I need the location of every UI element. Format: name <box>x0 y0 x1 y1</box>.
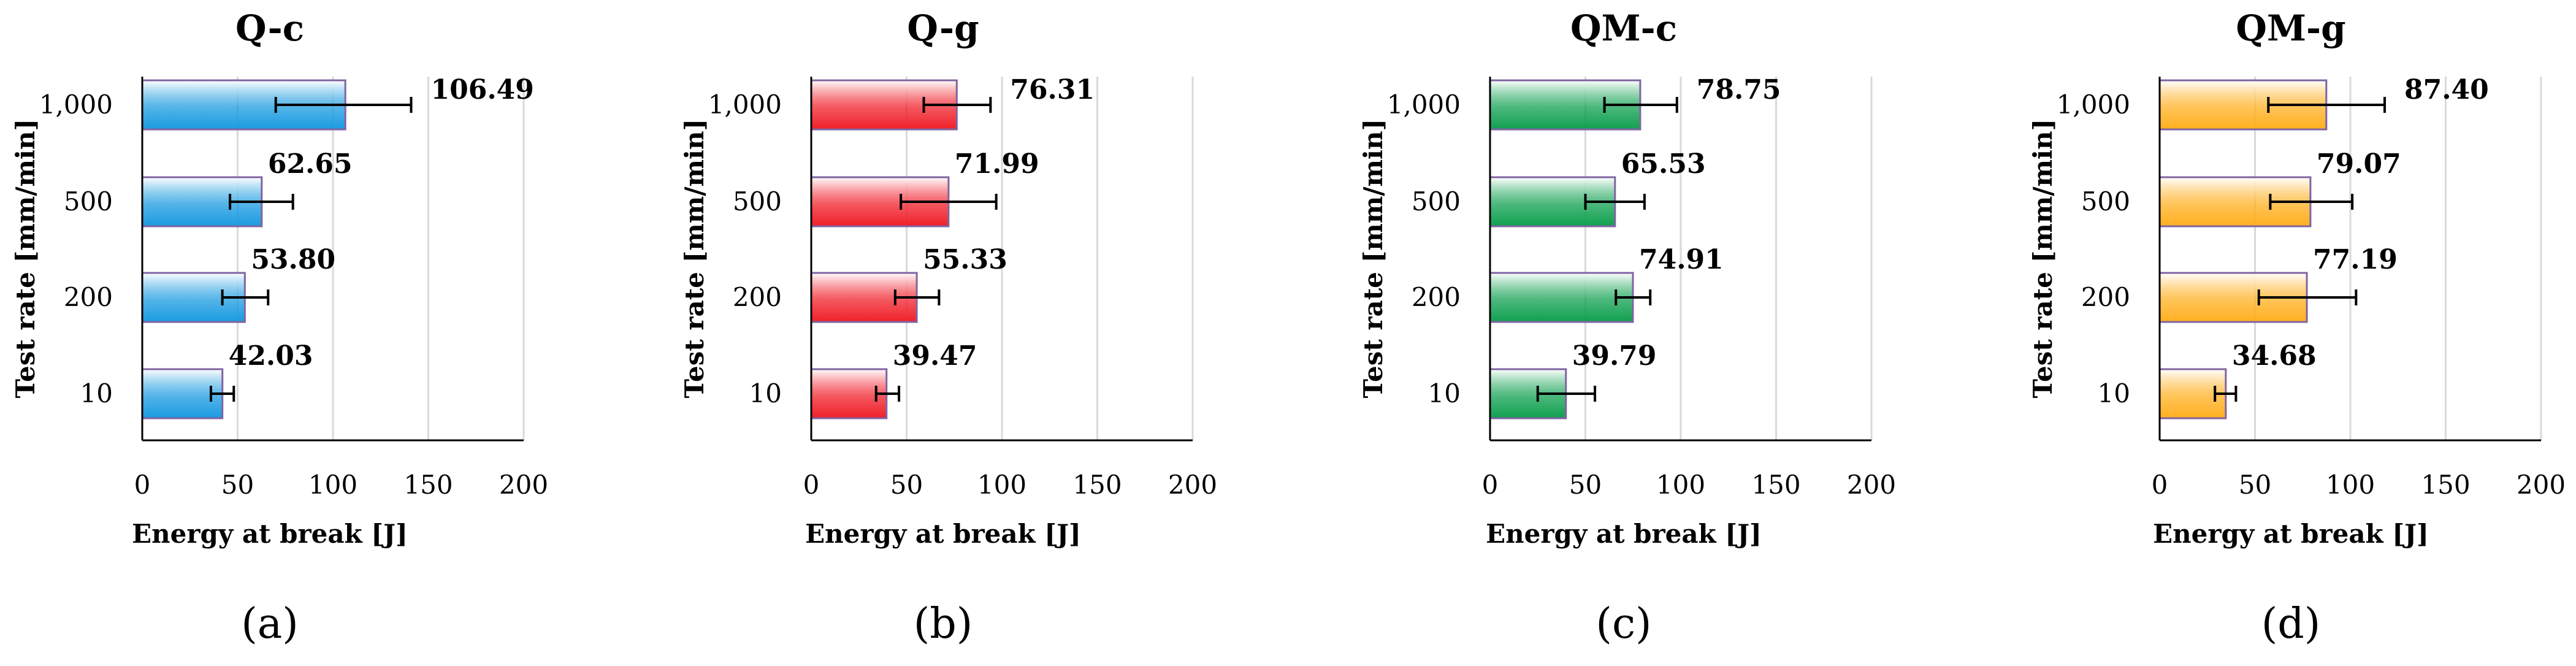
x-tick-label: 150 <box>2421 470 2470 500</box>
x-axis-label: Energy at break [J] <box>132 519 408 549</box>
error-bar <box>209 386 235 402</box>
data-label: 53.80 <box>251 244 335 275</box>
x-tick-label: 100 <box>308 470 357 500</box>
y-axis-label: Test rate [mm/min] <box>679 119 709 399</box>
data-label: 55.33 <box>923 244 1007 275</box>
data-label: 87.40 <box>2404 74 2489 105</box>
x-tick-label: 200 <box>1847 470 1896 500</box>
x-tick-label: 100 <box>2326 470 2375 500</box>
data-label: 79.07 <box>2317 148 2401 180</box>
chart-title: Q-c <box>235 7 304 49</box>
y-tick-label: 1,000 <box>39 90 113 120</box>
data-label: 39.47 <box>893 340 977 372</box>
data-label: 76.31 <box>1010 74 1095 105</box>
data-label: 34.68 <box>2232 340 2317 372</box>
y-tick-label: 200 <box>1412 282 1461 312</box>
x-tick-label: 200 <box>1168 470 1217 500</box>
y-axis-label: Test rate [mm/min] <box>2028 119 2058 399</box>
y-tick-label: 200 <box>2081 282 2130 312</box>
y-tick-label: 200 <box>733 282 782 312</box>
data-label: 62.65 <box>268 148 353 180</box>
panel-label: (c) <box>1596 600 1651 648</box>
error-bar <box>2257 289 2358 305</box>
error-bar <box>1615 289 1652 305</box>
chart-title: Q-g <box>907 7 979 49</box>
chart-title: QM-c <box>1570 7 1677 49</box>
y-axis-label: Test rate [mm/min] <box>10 119 40 399</box>
y-tick-label: 500 <box>64 186 113 216</box>
y-tick-label: 10 <box>80 378 113 408</box>
y-tick-label: 200 <box>64 282 113 312</box>
data-label: 106.49 <box>431 74 534 105</box>
error-bar <box>1584 194 1646 210</box>
x-tick-label: 150 <box>1751 470 1800 500</box>
error-bar <box>1603 97 1678 113</box>
error-bar <box>2267 97 2386 113</box>
y-tick-label: 500 <box>1412 186 1461 216</box>
data-label: 42.03 <box>229 340 313 372</box>
data-label: 65.53 <box>1621 148 1706 180</box>
data-label: 39.79 <box>1572 340 1657 372</box>
x-axis-label: Energy at break [J] <box>805 519 1081 549</box>
x-tick-label: 0 <box>803 470 820 500</box>
data-label: 74.91 <box>1639 244 1724 275</box>
bar <box>810 368 888 419</box>
panel-label: (d) <box>2261 600 2321 648</box>
y-tick-label: 10 <box>749 378 782 408</box>
x-tick-label: 50 <box>221 470 254 500</box>
x-tick-label: 50 <box>1569 470 1602 500</box>
bar <box>1489 272 1634 323</box>
y-axis-label: Test rate [mm/min] <box>1358 119 1388 399</box>
y-tick-label: 500 <box>2081 186 2130 216</box>
x-tick-label: 200 <box>2517 470 2566 500</box>
x-tick-label: 150 <box>1072 470 1122 500</box>
error-bar <box>874 386 901 402</box>
chart-title: QM-g <box>2236 7 2345 49</box>
error-bar <box>2269 194 2354 210</box>
y-tick-label: 1,000 <box>708 90 782 120</box>
error-bar <box>900 194 998 210</box>
panel-label: (b) <box>914 600 973 648</box>
error-bar <box>274 97 413 113</box>
y-tick-label: 10 <box>2098 378 2130 408</box>
x-tick-label: 100 <box>1656 470 1705 500</box>
y-tick-label: 500 <box>733 186 782 216</box>
panel-label: (a) <box>241 600 299 648</box>
data-label: 78.75 <box>1697 74 1781 105</box>
error-bar <box>893 289 941 305</box>
x-tick-label: 0 <box>134 470 151 500</box>
y-tick-label: 1,000 <box>2057 90 2130 120</box>
error-bar <box>1536 386 1597 402</box>
x-tick-label: 50 <box>890 470 923 500</box>
x-tick-label: 0 <box>2152 470 2168 500</box>
error-bar <box>229 194 294 210</box>
x-tick-label: 50 <box>2239 470 2271 500</box>
x-axis-label: Energy at break [J] <box>1486 519 1762 549</box>
error-bar <box>2214 386 2238 402</box>
y-tick-label: 10 <box>1428 378 1461 408</box>
x-tick-label: 200 <box>499 470 548 500</box>
x-tick-label: 100 <box>977 470 1026 500</box>
x-tick-label: 150 <box>403 470 453 500</box>
data-label: 71.99 <box>955 148 1039 180</box>
x-tick-label: 0 <box>1482 470 1499 500</box>
error-bar <box>221 289 270 305</box>
y-tick-label: 1,000 <box>1387 90 1461 120</box>
error-bar <box>922 97 992 113</box>
data-label: 77.19 <box>2313 244 2398 275</box>
x-axis-label: Energy at break [J] <box>2153 519 2429 549</box>
